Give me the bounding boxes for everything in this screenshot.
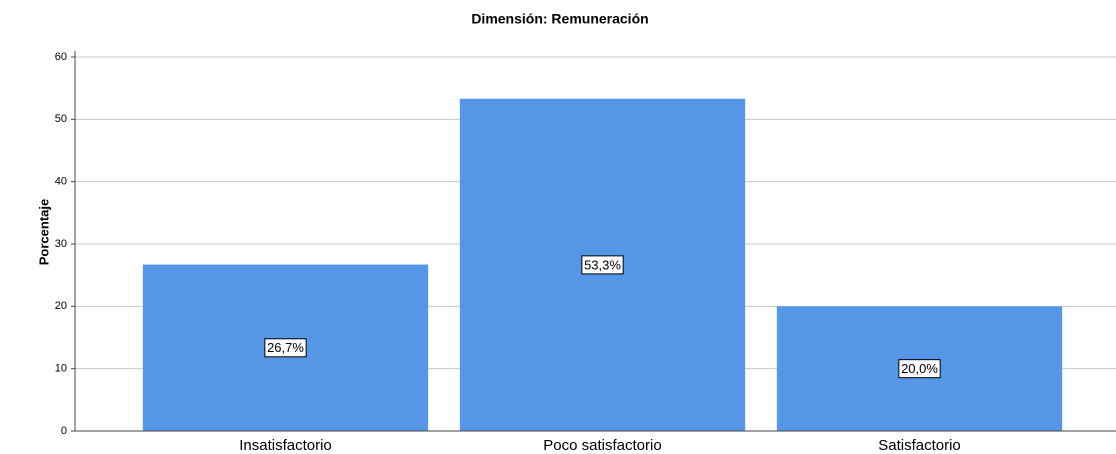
y-tick-label: 60 [55,51,67,63]
x-tick-label: Insatisfactorio [239,437,332,454]
value-label: 26,7% [267,340,304,355]
value-label: 20,0% [901,361,938,376]
value-label-box [581,255,624,275]
y-tick-label: 10 [55,363,67,375]
y-tick-label: 0 [61,425,67,437]
y-tick-label: 50 [55,113,67,125]
y-tick-label: 20 [55,300,67,312]
x-tick-label: Satisfactorio [878,437,961,454]
value-label-box [898,359,941,379]
y-tick-label: 30 [55,238,67,250]
value-label-box [264,338,307,358]
chart-title: Dimensión: Remuneración [471,11,648,27]
value-label: 53,3% [584,257,621,272]
y-tick-label: 40 [55,176,67,188]
x-tick-label: Poco satisfactorio [543,437,661,454]
y-axis-label: Porcentaje [36,199,51,265]
